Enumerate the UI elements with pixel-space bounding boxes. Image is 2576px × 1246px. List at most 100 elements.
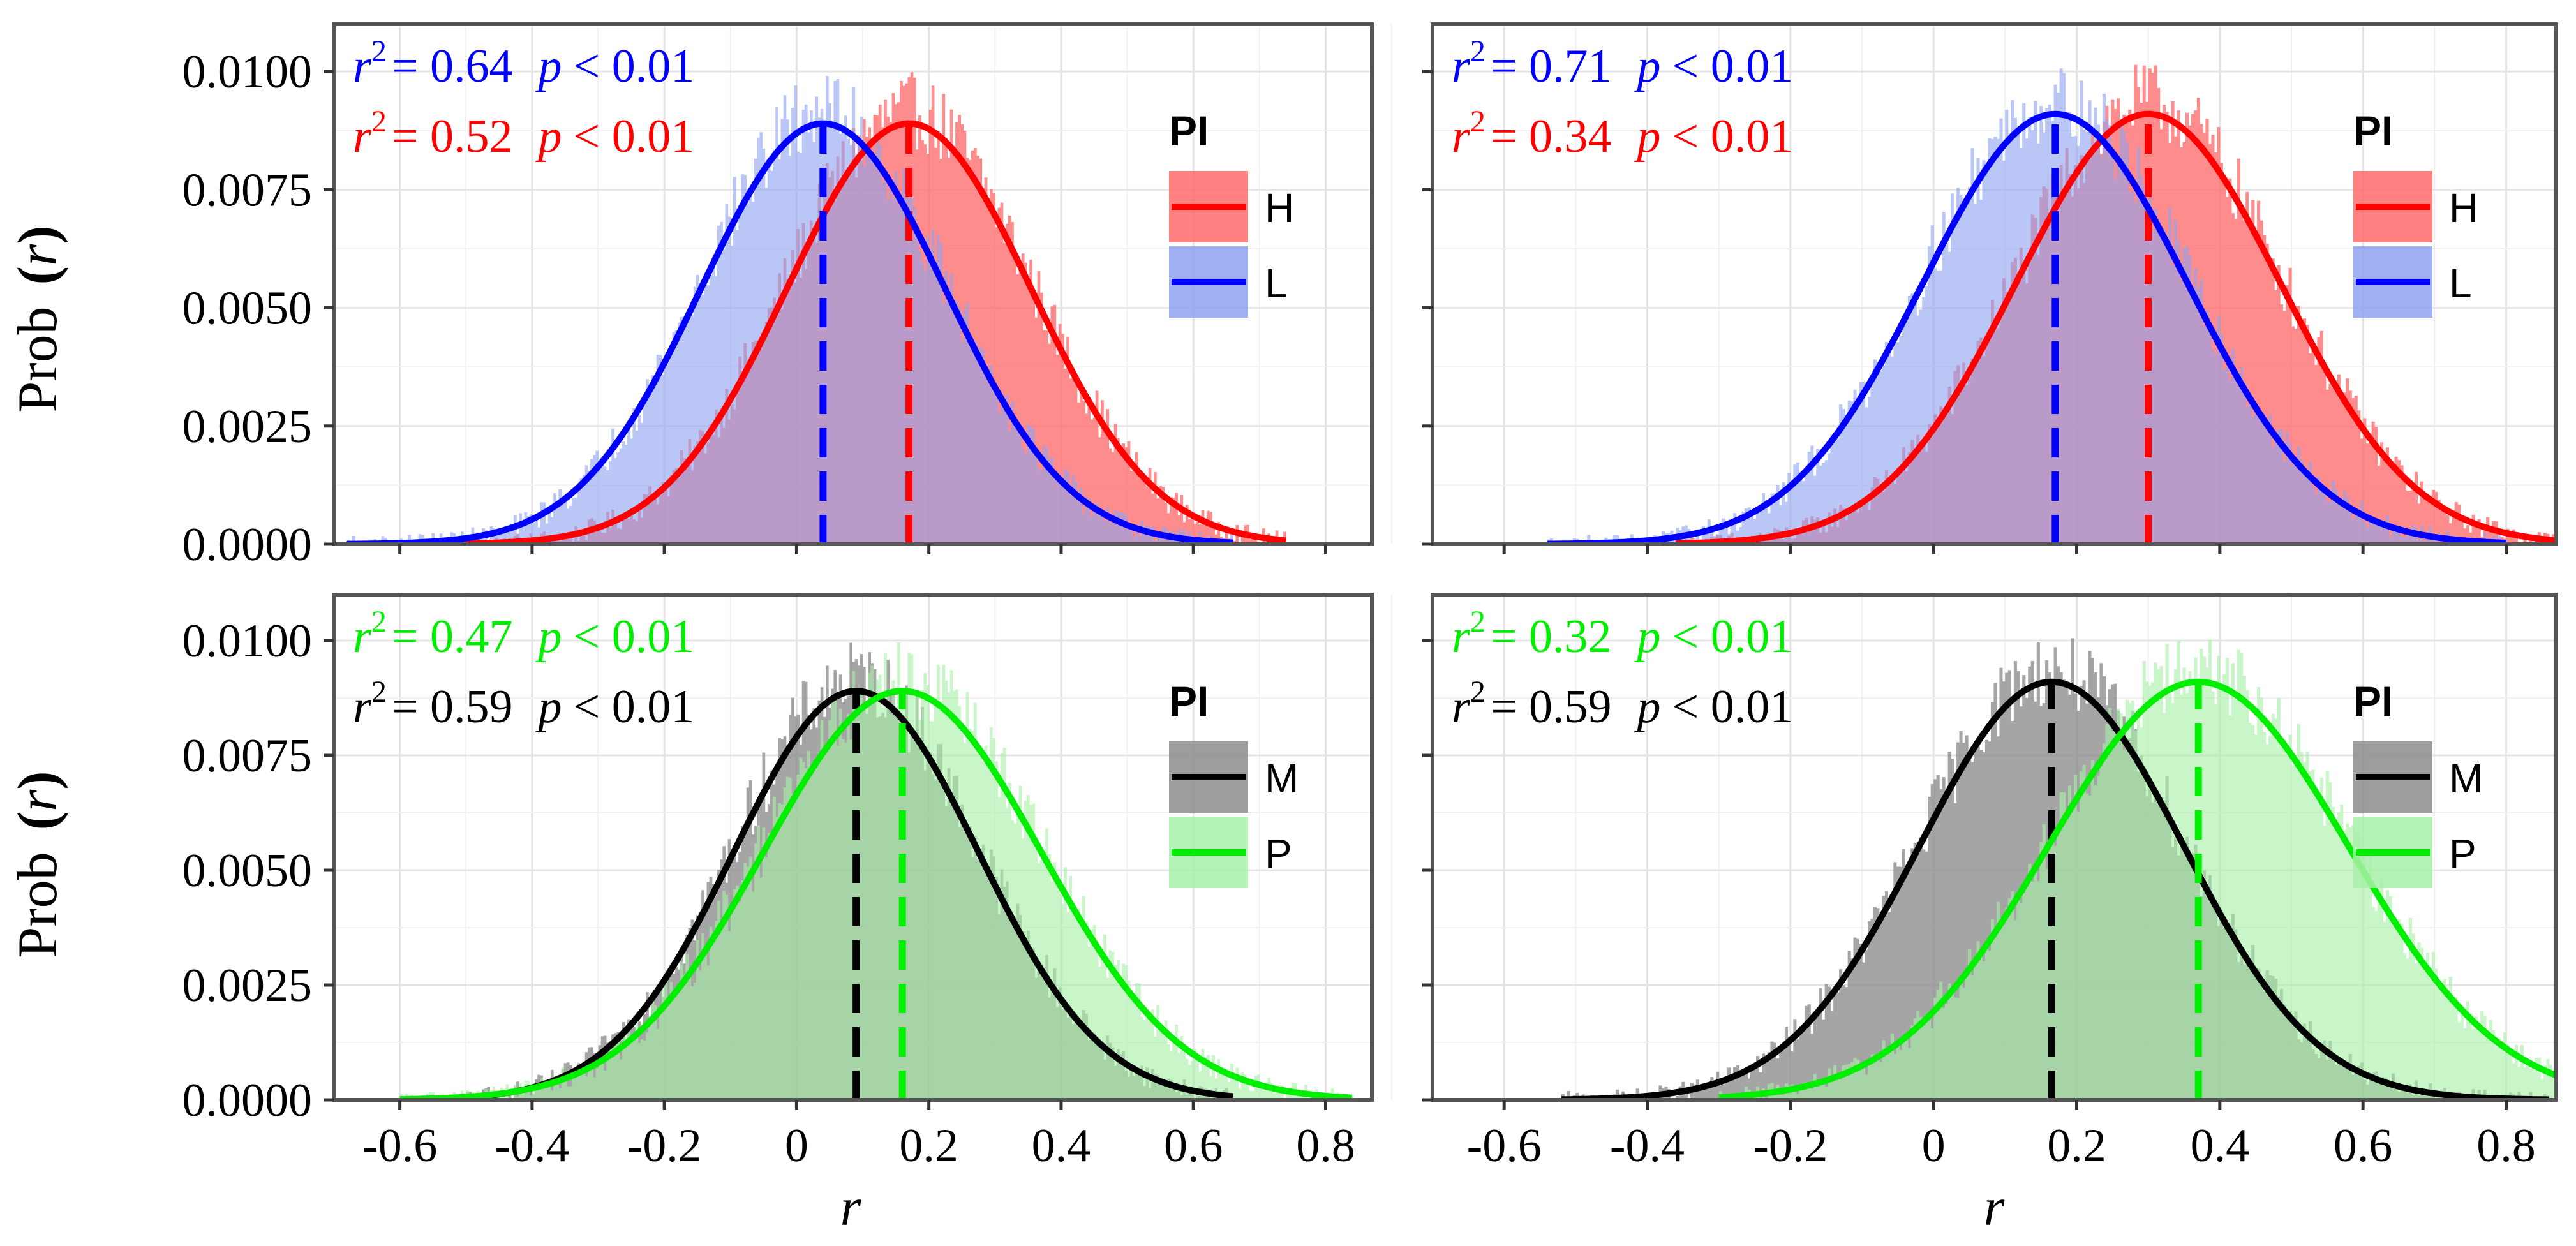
y-tick-label: 0.0050 — [182, 283, 313, 335]
density-curve-M — [1561, 678, 2549, 1100]
stat-annotation-H: r2 = 0.34 p < 0.01 — [1452, 105, 1793, 163]
r2-value: = 0.59 — [1491, 681, 1612, 733]
legend: PI MP — [2353, 678, 2483, 888]
x-tick-label: 0 — [785, 1120, 808, 1172]
p-symbol: p — [535, 611, 562, 663]
panel-border — [332, 593, 1374, 1102]
x-tick-label: 0.8 — [1296, 1120, 1355, 1172]
r2-superscript: 2 — [1470, 675, 1485, 709]
histogram-P — [1718, 639, 2556, 1100]
x-tick-label: -0.4 — [495, 1120, 569, 1172]
x-axis-label-left: r — [840, 1178, 861, 1237]
r2-symbol: r — [353, 40, 372, 93]
p-value: < 0.01 — [1672, 681, 1794, 733]
legend: PI MP — [1169, 678, 1299, 888]
x-tick-label: 0.4 — [2191, 1120, 2250, 1172]
panel-border — [332, 22, 1374, 546]
y-tick-label: 0.0100 — [182, 46, 313, 98]
p-symbol: p — [1634, 40, 1661, 93]
r2-value: = 0.71 — [1491, 40, 1612, 93]
x-tick-label: -0.6 — [1467, 1120, 1542, 1172]
stat-annotation-M: r2 = 0.59 p < 0.01 — [353, 675, 694, 733]
legend-label-L: L — [1265, 260, 1288, 306]
x-tick-label: -0.2 — [1753, 1120, 1828, 1172]
x-tick-label: 0.2 — [2047, 1120, 2106, 1172]
p-symbol: p — [535, 110, 562, 163]
r2-symbol: r — [1452, 40, 1471, 93]
stat-annotation-P: r2 = 0.47 p < 0.01 — [353, 605, 694, 663]
r2-value: = 0.52 — [392, 110, 513, 163]
r2-value: = 0.59 — [392, 681, 513, 733]
density-curve-H — [1676, 110, 2556, 544]
legend-label-L: L — [2449, 260, 2472, 306]
y-axis-label-prefix: Prob — [7, 852, 69, 958]
x-tick-label: 0.6 — [2334, 1120, 2393, 1172]
x-tick-label: 0 — [1922, 1120, 1946, 1172]
p-symbol: p — [1634, 681, 1661, 733]
density-curve-L — [1547, 110, 2506, 544]
stat-annotation-L: r2 = 0.64 p < 0.01 — [353, 34, 694, 93]
r2-value: = 0.32 — [1491, 611, 1612, 663]
panel-border — [1431, 22, 2558, 546]
r2-superscript: 2 — [1470, 34, 1485, 68]
r2-value: = 0.34 — [1491, 110, 1612, 163]
histogram-L — [1547, 68, 2507, 544]
histogram-bars-P — [1718, 639, 2556, 1100]
stat-annotation-P: r2 = 0.32 p < 0.01 — [1452, 605, 1793, 663]
r2-value: = 0.64 — [392, 40, 513, 93]
r2-symbol: r — [353, 611, 372, 663]
x-axis-label-right: r — [1984, 1178, 2005, 1237]
stat-annotation-M: r2 = 0.59 p < 0.01 — [1452, 675, 1793, 733]
x-tick-label: 0.4 — [1032, 1120, 1091, 1172]
stat-annotation-L: r2 = 0.71 p < 0.01 — [1452, 34, 1793, 93]
p-value: < 0.01 — [574, 40, 695, 93]
histogram-L — [346, 76, 1233, 544]
r2-symbol: r — [353, 110, 372, 163]
panel-bottom-left: 0.0000 0.0025 0.0050 0.0075 0.0100 -0.6 -0.4 -0… — [182, 593, 1393, 1172]
legend-title: PI — [2353, 107, 2393, 154]
legend-title: PI — [2353, 678, 2393, 725]
y-tick-label: 0.0025 — [182, 401, 313, 453]
p-value: < 0.01 — [1672, 40, 1794, 93]
x-tick-label: 0.6 — [1164, 1120, 1223, 1172]
legend-label-H: H — [1265, 185, 1294, 231]
r2-symbol: r — [353, 681, 372, 733]
p-symbol: p — [535, 40, 562, 93]
y-tick-label: 0.0100 — [182, 615, 313, 667]
panel-bottom-right: -0.6 -0.4 -0.2 0 0.2 0.4 0.6 0.8r2 = 0.32 p < 0.01… — [1422, 593, 2558, 1172]
p-symbol: p — [1634, 611, 1661, 663]
legend: PI HL — [1169, 107, 1294, 318]
p-symbol: p — [535, 681, 562, 733]
p-value: < 0.01 — [574, 110, 695, 163]
y-axis-label-var: r — [7, 244, 69, 266]
r2-superscript: 2 — [1470, 605, 1485, 639]
r2-value: = 0.47 — [392, 611, 513, 663]
p-value: < 0.01 — [1672, 611, 1794, 663]
y-axis-label-bottom: Prob (r) — [7, 771, 69, 958]
x-tick-label: 0.8 — [2476, 1120, 2536, 1172]
svg-text:Prob (r): Prob (r) — [7, 771, 69, 958]
r2-superscript: 2 — [371, 34, 387, 68]
svg-text:Prob (r): Prob (r) — [7, 225, 69, 412]
stat-annotation-H: r2 = 0.52 p < 0.01 — [353, 105, 694, 163]
x-tick-label: -0.6 — [362, 1120, 437, 1172]
x-tick-label: 0.2 — [899, 1120, 958, 1172]
legend-label-P: P — [1265, 831, 1292, 877]
density-curve-L — [346, 120, 1233, 544]
legend-title: PI — [1169, 107, 1209, 154]
legend-label-M: M — [1265, 755, 1299, 801]
density-curve-P — [399, 688, 1353, 1100]
y-axis-label-var: r — [7, 789, 69, 812]
x-tick-label: -0.2 — [627, 1120, 702, 1172]
y-tick-label: 0.0075 — [182, 730, 313, 782]
y-tick-label: 0.0050 — [182, 845, 313, 897]
r2-symbol: r — [1452, 681, 1471, 733]
p-value: < 0.01 — [1672, 110, 1794, 163]
density-curve-M — [465, 688, 1234, 1100]
r2-superscript: 2 — [1470, 105, 1485, 138]
density-curve-P — [1718, 678, 2556, 1100]
r2-superscript: 2 — [371, 105, 387, 138]
y-tick-label: 0.0000 — [182, 1074, 313, 1127]
legend-title: PI — [1169, 678, 1209, 725]
